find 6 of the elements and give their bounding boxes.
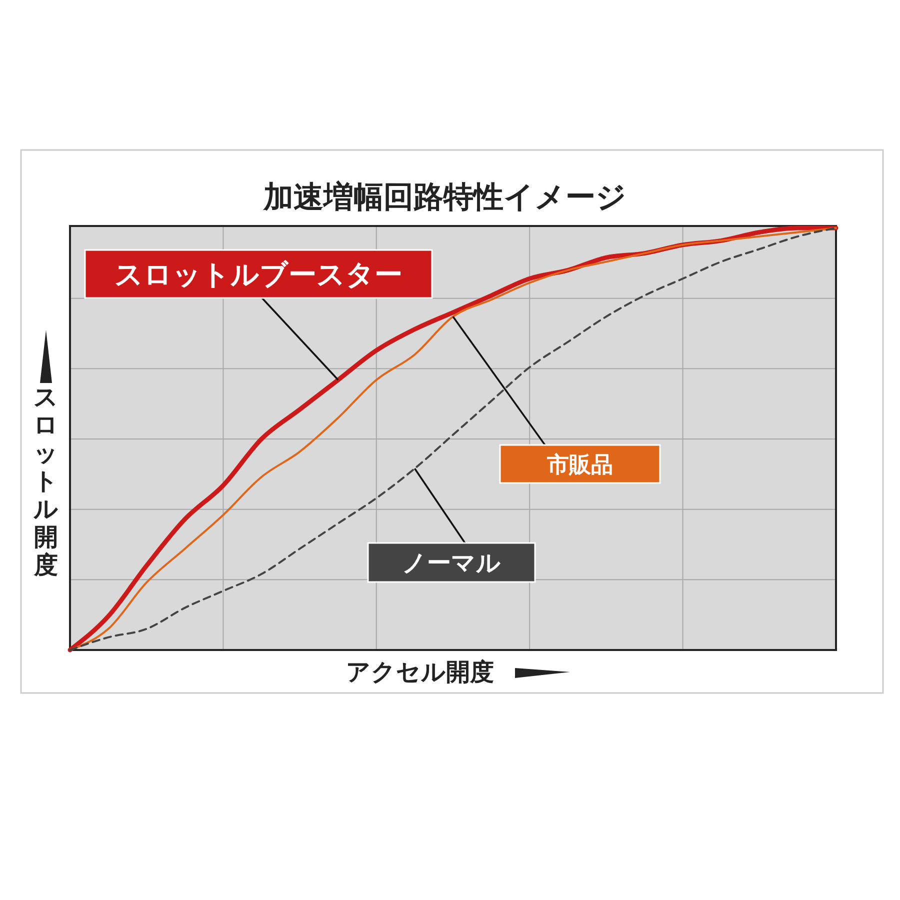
text: 市販品 (546, 452, 613, 478)
chart-title: 加速増幅回路特性イメージ (262, 180, 626, 215)
series-label: スロットルブースター (114, 258, 402, 292)
x-axis-title: アクセル開度 (346, 658, 494, 686)
y-axis-title: スロットル開度 (32, 383, 58, 579)
text: ノーマル (402, 549, 501, 578)
